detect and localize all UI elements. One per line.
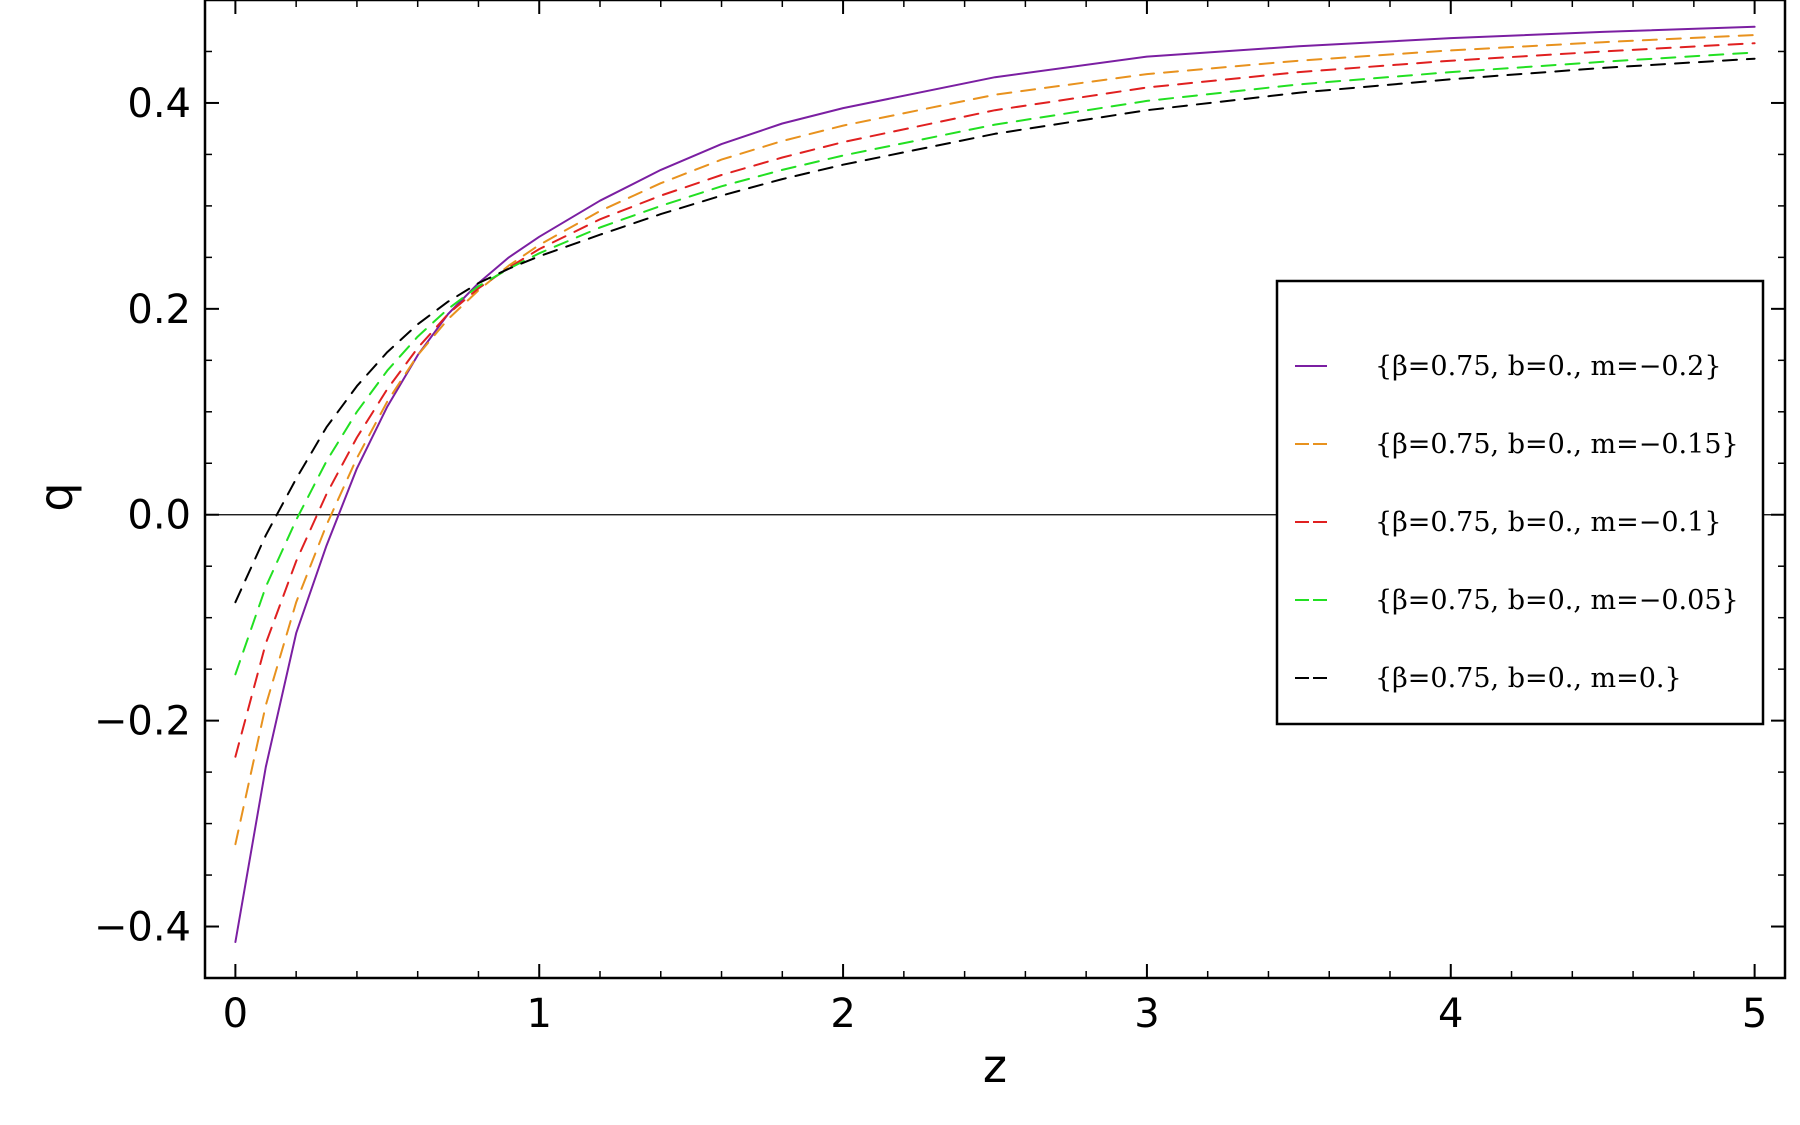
legend-label-3: {β=0.75, b=0., m=−0.05} xyxy=(1375,585,1739,616)
series-line-0 xyxy=(234,25,1756,943)
y-tick-label-1: −0.2 xyxy=(94,699,191,745)
x-tick-label-5: 5 xyxy=(1742,991,1767,1037)
x-tick-label-4: 4 xyxy=(1438,991,1463,1037)
legend-box xyxy=(1275,279,1765,726)
y-tick-label-0: −0.4 xyxy=(94,905,191,951)
legend-label-0: {β=0.75, b=0., m=−0.2} xyxy=(1375,351,1722,382)
x-tick-label-0: 0 xyxy=(223,991,248,1037)
plot-frame xyxy=(203,0,1787,980)
series-line-4 xyxy=(234,57,1756,604)
y-tick-label-2: 0.0 xyxy=(127,493,191,539)
y-axis-label: q xyxy=(29,482,83,511)
x-tick-label-3: 3 xyxy=(1134,991,1159,1037)
y-tick-label-4: 0.4 xyxy=(127,81,191,127)
legend-label-1: {β=0.75, b=0., m=−0.15} xyxy=(1375,429,1739,460)
series-line-1 xyxy=(234,34,1756,846)
x-tick-label-2: 2 xyxy=(830,991,855,1037)
x-axis-label: z xyxy=(983,1039,1007,1093)
legend-label-4: {β=0.75, b=0., m=0.} xyxy=(1375,663,1682,694)
x-tick-label-1: 1 xyxy=(527,991,552,1037)
y-tick-label-3: 0.2 xyxy=(127,287,191,333)
legend: {β=0.75, b=0., m=−0.2} {β=0.75, b=0., m=−… xyxy=(1275,279,1765,726)
legend-label-2: {β=0.75, b=0., m=−0.1} xyxy=(1375,507,1722,538)
